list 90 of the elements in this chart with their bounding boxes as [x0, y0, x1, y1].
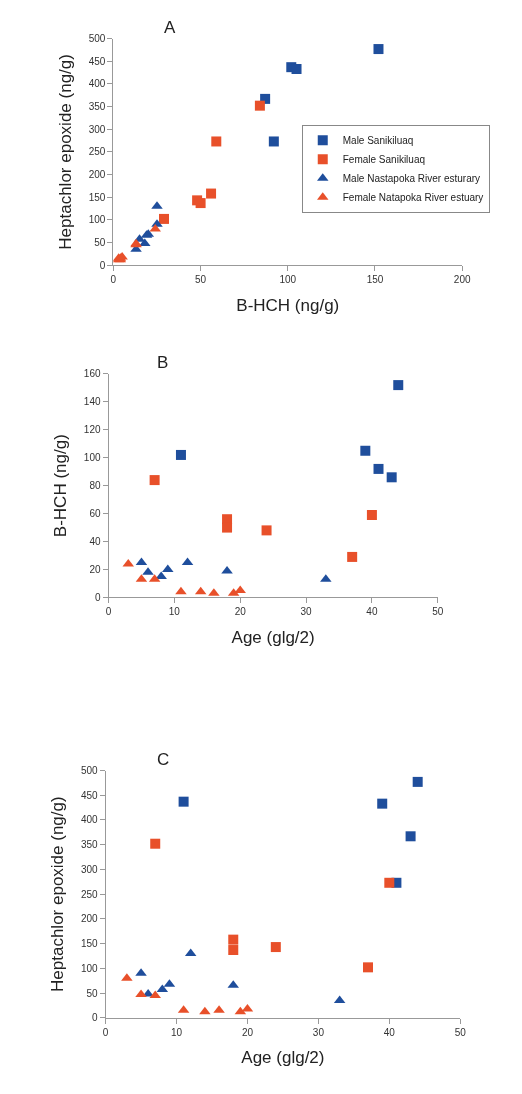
- x-tick-label: 0: [110, 274, 117, 286]
- y-tick-label: 300: [80, 863, 99, 875]
- y-tick-label: 120: [83, 424, 101, 436]
- y-tick-label: 20: [89, 564, 101, 575]
- point: [254, 100, 265, 111]
- legend-label: Male Sanikiluaq: [342, 135, 414, 147]
- point: [412, 776, 423, 787]
- point: [363, 962, 374, 973]
- x-tick-label: 50: [454, 1026, 467, 1038]
- point: [268, 136, 279, 147]
- y-tick-label: 140: [83, 396, 101, 408]
- y-tick-label: 300: [88, 123, 106, 135]
- point: [261, 525, 272, 536]
- point: [228, 934, 239, 945]
- x-tick-label: 200: [453, 274, 471, 286]
- point: [149, 475, 160, 486]
- point: [393, 380, 404, 391]
- y-tick-label: 400: [88, 78, 106, 90]
- y-tick-label: 100: [80, 962, 99, 974]
- y-tick-label: 50: [86, 987, 99, 999]
- point: [135, 989, 147, 998]
- y-tick-label: 60: [89, 508, 101, 520]
- y-axis-title: Heptachlor epoxide (ng/g): [48, 796, 68, 992]
- point: [366, 510, 377, 521]
- legend-label: Male Nastapoka River esturary: [342, 173, 481, 185]
- y-tick-label: 150: [88, 191, 106, 203]
- y-tick-label: 160: [83, 368, 101, 380]
- point: [222, 514, 233, 525]
- point: [373, 463, 384, 474]
- x-tick-label: 10: [170, 1026, 183, 1038]
- x-tick-label: 50: [195, 274, 207, 286]
- y-tick-label: 500: [80, 765, 99, 777]
- x-tick-label: 50: [432, 606, 444, 618]
- point: [373, 44, 384, 55]
- point: [206, 188, 217, 199]
- point: [270, 942, 281, 953]
- legend-label: Female Sanikiluaq: [342, 154, 426, 166]
- point: [347, 551, 358, 562]
- point: [405, 831, 416, 842]
- y-tick-label: 500: [88, 33, 106, 45]
- y-tick-label: 450: [88, 55, 106, 67]
- x-tick-label: 20: [234, 606, 247, 618]
- x-tick-label: 40: [366, 606, 378, 618]
- x-tick-label: 10: [168, 606, 181, 618]
- chart-title: A: [164, 18, 176, 37]
- x-tick-label: 150: [366, 274, 384, 286]
- y-tick-label: 250: [80, 888, 99, 900]
- y-axis-title: Heptachlor epoxide (ng/g): [56, 54, 76, 250]
- chart-title: C: [157, 750, 170, 769]
- x-tick-label: 20: [241, 1026, 254, 1038]
- y-tick-label: 150: [80, 938, 99, 950]
- y-tick-label: 450: [80, 789, 99, 801]
- point: [291, 63, 302, 74]
- x-axis-title: Age (glg/2): [241, 1048, 325, 1068]
- y-axis-title: B-HCH (ng/g): [51, 434, 71, 538]
- y-tick-label: 200: [80, 913, 99, 925]
- point: [211, 136, 222, 147]
- x-tick-label: 30: [300, 606, 313, 618]
- chart-title: B: [157, 353, 169, 372]
- point: [384, 877, 395, 888]
- x-tick-label: 30: [312, 1026, 325, 1038]
- point: [377, 798, 388, 809]
- x-tick-label: 100: [279, 274, 297, 286]
- point: [222, 522, 233, 533]
- point: [178, 796, 189, 807]
- point: [158, 213, 169, 224]
- point: [175, 449, 186, 460]
- y-tick-label: 100: [83, 452, 101, 464]
- x-tick-label: 40: [383, 1026, 396, 1038]
- y-tick-label: 40: [89, 536, 101, 548]
- point: [221, 565, 233, 574]
- y-tick-label: 200: [88, 169, 106, 181]
- point: [228, 945, 239, 956]
- x-axis-title: Age (glg/2): [231, 627, 315, 647]
- point: [175, 586, 187, 595]
- y-tick-label: 250: [88, 146, 106, 158]
- legend-label: Female Natapoka River estuary: [342, 192, 484, 204]
- y-tick-label: 350: [88, 101, 106, 113]
- point: [150, 838, 161, 849]
- y-tick-label: 0: [99, 259, 106, 271]
- y-tick-label: 80: [89, 480, 101, 492]
- point: [360, 445, 371, 456]
- x-axis-title: B-HCH (ng/g): [236, 295, 340, 315]
- y-tick-label: 50: [94, 236, 106, 248]
- point: [386, 472, 397, 483]
- y-tick-label: 0: [92, 1012, 99, 1024]
- y-tick-label: 100: [88, 214, 106, 226]
- y-tick-label: 0: [94, 591, 101, 603]
- y-tick-label: 350: [80, 839, 99, 851]
- y-tick-label: 400: [80, 814, 99, 826]
